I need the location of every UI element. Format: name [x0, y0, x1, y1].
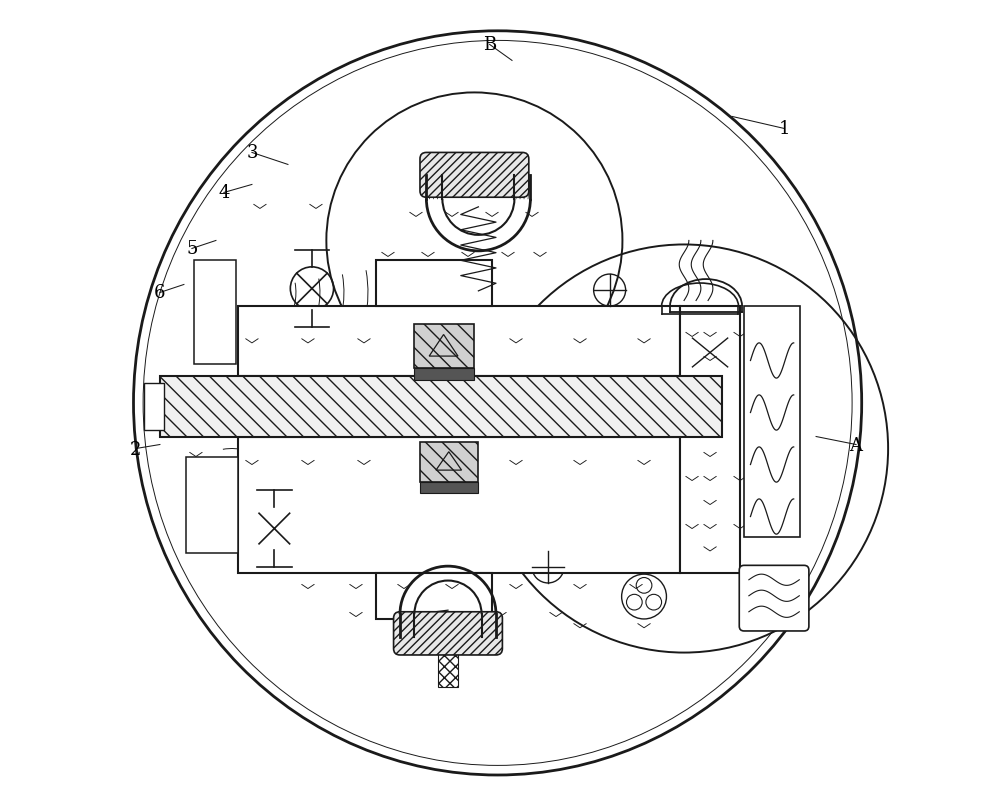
Bar [376, 573, 492, 619]
Bar [238, 437, 680, 573]
Text: B: B [483, 36, 496, 55]
Text: 1: 1 [778, 120, 790, 138]
Text: 4: 4 [218, 184, 230, 202]
Bar [186, 457, 238, 553]
Text: 3: 3 [246, 144, 258, 162]
Text: 2: 2 [130, 440, 142, 458]
Bar [414, 369, 474, 381]
Bar [376, 261, 492, 306]
Text: 6: 6 [154, 284, 166, 302]
Bar [420, 443, 478, 483]
Bar [144, 383, 164, 431]
Bar [414, 325, 474, 369]
Text: 5: 5 [186, 240, 198, 258]
Bar [680, 306, 740, 573]
Bar [438, 635, 458, 687]
FancyBboxPatch shape [739, 565, 809, 631]
FancyBboxPatch shape [420, 153, 529, 198]
Bar [238, 306, 680, 377]
FancyBboxPatch shape [394, 612, 502, 655]
Bar [420, 483, 478, 493]
Bar [160, 377, 722, 437]
Bar [194, 261, 236, 365]
Bar [744, 306, 800, 537]
Text: A: A [850, 436, 863, 454]
